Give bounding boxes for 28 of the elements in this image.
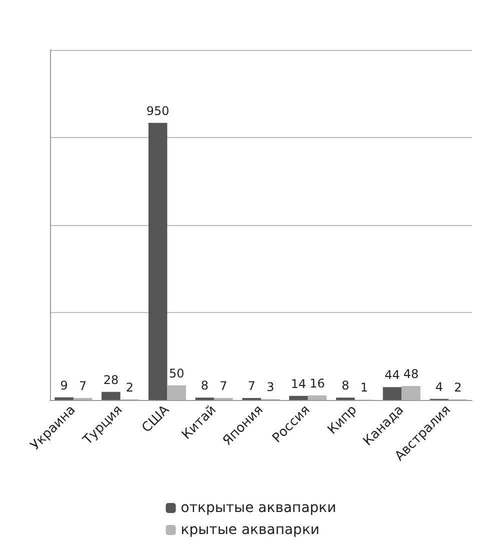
data-label: 1 [360,380,368,395]
bar [102,392,120,400]
data-label: 3 [266,380,274,394]
data-label: 7 [220,378,228,393]
data-label: 4 [435,380,443,394]
bar [289,396,308,400]
legend-label: крытые аквапарки [180,522,320,538]
bar [54,397,74,400]
bar [308,395,327,400]
data-label: 7 [79,378,87,393]
data-label: 50 [168,366,184,380]
data-label: 2 [126,380,134,394]
bar [148,122,168,400]
data-label: 48 [403,367,419,381]
data-label: 7 [248,378,256,393]
bar [402,386,420,400]
data-label: 8 [342,378,350,393]
data-label: 2 [454,380,462,394]
bar [167,385,186,400]
data-label: 9 [60,378,68,392]
data-label: 44 [384,368,400,382]
bar [382,387,402,400]
data-label: 8 [200,378,209,393]
legend-label: открытые аквапарки [180,500,336,516]
data-label: 28 [103,372,119,387]
data-label: 950 [146,104,170,118]
data-label: 16 [310,376,325,390]
data-label: 14 [290,376,306,391]
